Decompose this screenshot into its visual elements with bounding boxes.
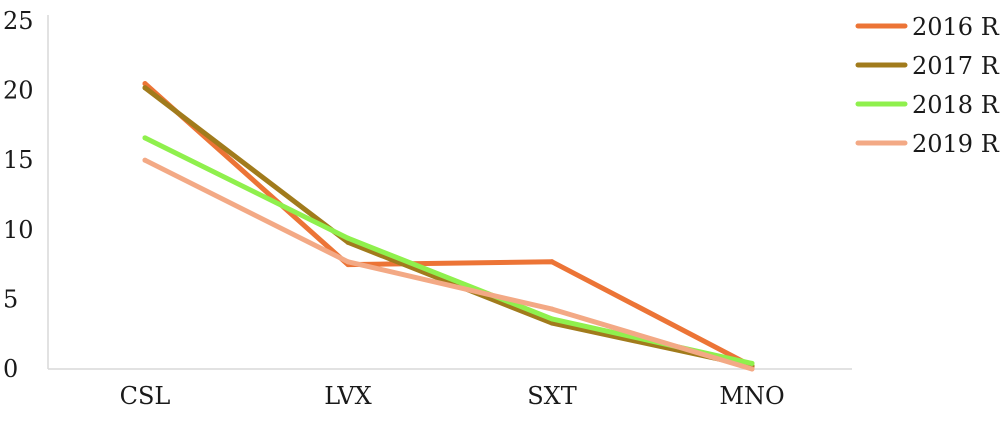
legend-label: 2017 R xyxy=(912,52,1000,80)
data-point xyxy=(549,320,555,326)
y-tick-label: 20 xyxy=(3,77,34,105)
y-tick-label: 25 xyxy=(3,7,34,35)
data-point xyxy=(142,81,148,87)
y-tick-label: 10 xyxy=(3,216,34,244)
x-tick-label: MNO xyxy=(719,382,784,410)
series-lines xyxy=(142,81,755,372)
legend-label: 2016 R xyxy=(912,13,1000,41)
data-point xyxy=(142,135,148,141)
data-point xyxy=(142,85,148,91)
x-tick-label: SXT xyxy=(527,382,577,410)
legend-label: 2018 R xyxy=(912,91,1000,119)
x-axis: CSL LVX SXT MNO xyxy=(48,368,852,410)
data-point xyxy=(549,259,555,265)
series-line-2017-r xyxy=(142,85,755,369)
series-line-2018-r xyxy=(142,135,755,366)
x-tick-label: CSL xyxy=(120,382,171,410)
y-tick-label: 15 xyxy=(3,146,34,174)
data-point xyxy=(749,360,755,366)
y-axis: 0 5 10 15 20 25 xyxy=(3,7,49,383)
y-tick-label: 5 xyxy=(3,285,18,313)
legend-label: 2019 R xyxy=(912,130,1000,158)
data-point xyxy=(345,259,351,265)
data-point xyxy=(549,306,555,312)
data-point xyxy=(142,157,148,163)
data-point xyxy=(549,316,555,322)
data-point xyxy=(345,235,351,241)
data-point xyxy=(749,366,755,372)
y-tick-label: 0 xyxy=(3,355,18,383)
legend: 2016 R 2017 R 2018 R 2019 R xyxy=(855,13,1000,158)
series-line-2019-r xyxy=(142,157,755,372)
x-tick-label: LVX xyxy=(324,382,372,410)
series-line-2016-r xyxy=(142,81,755,369)
